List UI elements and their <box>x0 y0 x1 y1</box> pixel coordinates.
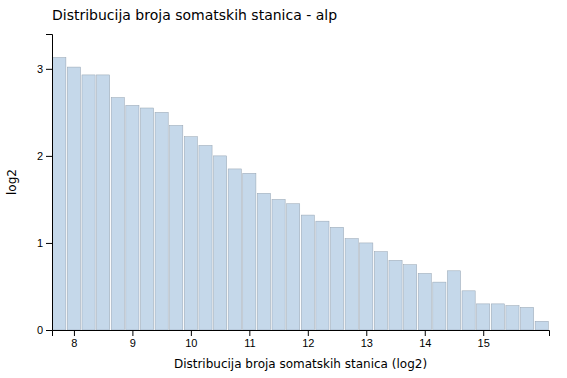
tick-label: 1 <box>37 237 43 249</box>
tick-label: 3 <box>37 63 43 75</box>
bar <box>330 227 343 330</box>
bar <box>155 112 168 330</box>
bar <box>126 105 139 330</box>
bar <box>520 307 533 330</box>
tick-label: 9 <box>130 337 136 349</box>
tick-mark <box>483 330 484 336</box>
title: Distribucija broja somatskih stanica - a… <box>52 7 337 23</box>
y-axis: 0 1 2 3 <box>37 35 53 337</box>
tick-label: 2 <box>37 150 43 162</box>
tick-mark <box>425 330 426 336</box>
bar <box>243 173 256 330</box>
plot: 891011121314150123 <box>37 35 550 349</box>
tick-mark <box>132 330 133 336</box>
tick-mark <box>366 330 367 336</box>
tick: 3 <box>37 63 52 75</box>
x-axis-label: Distribucija broja somatskih stanica (lo… <box>174 357 427 371</box>
tick-mark <box>191 330 192 336</box>
tick: 8 <box>71 330 77 349</box>
tick: 10 <box>185 330 197 349</box>
y-axis-label: log2 <box>5 169 19 195</box>
tick-label: 13 <box>361 337 373 349</box>
bar <box>184 137 197 330</box>
bar <box>491 304 504 330</box>
bar <box>170 125 183 330</box>
tick: 1 <box>37 237 52 249</box>
bar <box>389 260 402 330</box>
tick-mark <box>46 69 52 70</box>
x-axis: 8 9 10 11 12 13 14 15 <box>53 330 550 349</box>
bar <box>111 98 124 330</box>
tick-label: 10 <box>185 337 197 349</box>
tick: 0 <box>37 324 52 336</box>
tick: 11 <box>244 330 255 349</box>
bar <box>140 108 153 330</box>
bar <box>301 215 314 330</box>
tick-label: 14 <box>419 337 431 349</box>
tick: 12 <box>302 330 314 349</box>
tick-mark <box>46 156 52 157</box>
tick: 14 <box>419 330 431 349</box>
bar <box>82 75 95 330</box>
bar <box>214 156 227 330</box>
tick-label: 0 <box>37 324 43 336</box>
bar <box>477 304 490 330</box>
tick-label: 12 <box>302 337 314 349</box>
bars <box>53 58 549 330</box>
bar <box>287 204 300 330</box>
tick: 15 <box>478 330 490 349</box>
bar <box>462 291 475 330</box>
tick: 9 <box>130 330 136 349</box>
tick-mark <box>308 330 309 336</box>
bar <box>199 145 212 330</box>
tick-label: 11 <box>244 337 255 349</box>
tick-label: 8 <box>71 337 77 349</box>
tick-mark <box>46 330 52 331</box>
bar <box>67 67 80 330</box>
chart: 891011121314150123Distribucija broja som… <box>0 0 567 378</box>
tick-mark <box>249 330 250 336</box>
bar <box>97 75 110 330</box>
bar <box>360 243 373 330</box>
bar <box>53 58 66 330</box>
bar <box>433 282 446 330</box>
tick: 2 <box>37 150 52 162</box>
bar <box>316 221 329 330</box>
bar <box>345 239 358 330</box>
axis-line <box>53 331 550 337</box>
bar <box>447 271 460 330</box>
bar <box>257 193 270 330</box>
axis-line <box>46 35 53 331</box>
bar <box>418 273 431 330</box>
bar <box>535 321 548 330</box>
bar <box>228 169 241 330</box>
bar <box>272 199 285 330</box>
tick-mark <box>46 243 52 244</box>
tick-mark <box>74 330 75 336</box>
tick-label: 15 <box>478 337 490 349</box>
bar <box>506 306 519 330</box>
bar <box>404 265 417 330</box>
bar <box>374 252 387 330</box>
tick: 13 <box>361 330 373 349</box>
